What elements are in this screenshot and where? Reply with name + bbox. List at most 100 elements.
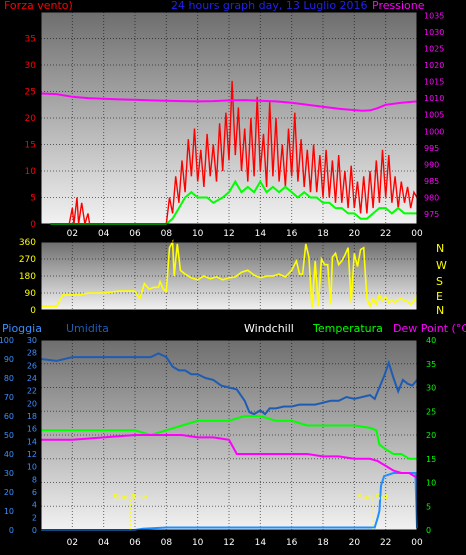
x-tick-label-bottom: 08 — [161, 538, 173, 548]
y-tick-rain: 6 — [32, 488, 37, 497]
x-tick-label-top: 04 — [98, 229, 110, 239]
plot-frame — [40, 11, 418, 225]
y-tick-humidity: 80 — [4, 374, 14, 383]
plot-frame — [40, 241, 418, 311]
plot-frame — [40, 339, 418, 531]
y-tick-humidity: 10 — [4, 507, 14, 516]
wind-speed-line — [50, 80, 418, 225]
x-tick-label-top: 16 — [286, 229, 298, 239]
y-tick-right: 995 — [424, 144, 439, 153]
y-tick-direction: 360 — [19, 238, 36, 248]
sun-marker-label: Sun Set — [358, 493, 389, 502]
y-tick-rain: 0 — [32, 526, 37, 535]
y-tick-temperature: 20 — [426, 431, 436, 440]
x-tick-label-bottom: 10 — [192, 538, 204, 548]
y-tick-rain: 26 — [27, 361, 37, 370]
x-tick-label-top: 12 — [223, 229, 234, 239]
y-tick-temperature: 10 — [426, 479, 436, 488]
chart-title: 24 hours graph day, 13 Luglio 2016 — [171, 0, 368, 12]
x-tick-label-bottom: 16 — [286, 538, 298, 548]
compass-n-top: N — [436, 242, 444, 255]
x-tick-label-top: 00 — [411, 229, 423, 239]
x-tick-label-bottom: 14 — [255, 538, 267, 548]
y-tick-rain: 16 — [27, 425, 37, 434]
x-tick-label: 14 — [255, 231, 267, 241]
y-tick-humidity: 90 — [4, 355, 14, 364]
x-tick-label-top: 20 — [349, 229, 361, 239]
x-tick-label: 02 — [67, 231, 78, 241]
y-tick-right: 985 — [424, 177, 439, 186]
plot-bg-bottom — [41, 340, 417, 530]
y-tick-rain: 2 — [32, 513, 37, 522]
y-tick-rain: 20 — [27, 399, 37, 408]
legend-temperatura: Temperatura — [312, 322, 383, 335]
y-tick-humidity: 60 — [4, 412, 14, 421]
compass-e: E — [436, 290, 443, 303]
y-tick-rain: 28 — [27, 349, 37, 358]
y-tick-right: 1015 — [424, 78, 444, 87]
y-tick-left: 10 — [25, 167, 37, 177]
y-tick-humidity: 50 — [4, 431, 14, 440]
y-tick-temperature: 30 — [426, 384, 436, 393]
y-tick-rain: 22 — [27, 387, 37, 396]
x-tick-label-top: 06 — [129, 229, 141, 239]
legend-windchill: Windchill — [244, 322, 294, 335]
x-tick-label-top: 02 — [67, 229, 78, 239]
y-tick-rain: 4 — [32, 501, 37, 510]
x-tick-label: 04 — [98, 231, 110, 241]
y-tick-rain: 30 — [27, 336, 37, 345]
wind-avg-line — [50, 179, 417, 225]
x-tick-label-bottom: 00 — [411, 538, 423, 548]
y-tick-left: 20 — [25, 114, 37, 124]
x-tick-label-bottom: 12 — [223, 538, 234, 548]
x-tick-label-top: 08 — [161, 229, 173, 239]
y-tick-direction: 90 — [25, 289, 37, 299]
x-tick-label: 20 — [349, 231, 361, 241]
y-tick-temperature: 15 — [426, 455, 436, 464]
y-tick-direction: 180 — [19, 272, 36, 282]
y-tick-temperature: 40 — [426, 336, 436, 345]
y-tick-humidity: 40 — [4, 450, 14, 459]
x-tick-label: 18 — [317, 231, 329, 241]
compass-s: S — [436, 275, 443, 288]
x-tick-label-top: 18 — [317, 229, 329, 239]
y-tick-right: 1035 — [424, 11, 444, 20]
y-tick-right: 975 — [424, 210, 439, 219]
y-tick-rain: 14 — [27, 437, 37, 446]
x-tick-label: 16 — [286, 231, 298, 241]
legend-umidita: Umidita — [66, 322, 109, 335]
sun-marker-label: Sun Rise — [113, 493, 148, 502]
y-tick-humidity: 100 — [0, 336, 14, 345]
y-tick-right: 1010 — [424, 94, 444, 103]
x-tick-label-bottom: 02 — [67, 538, 78, 548]
y-tick-rain: 10 — [27, 463, 37, 472]
y-tick-temperature: 0 — [426, 526, 431, 535]
y-tick-left: 35 — [25, 35, 36, 45]
y-tick-left: 5 — [30, 194, 36, 204]
pressure-line — [40, 92, 418, 112]
y-tick-direction: 270 — [19, 255, 36, 265]
y-tick-direction: 0 — [30, 306, 36, 316]
x-tick-label: 22 — [380, 231, 391, 241]
x-tick-label-bottom: 06 — [129, 538, 141, 548]
x-tick-label-top: 10 — [192, 229, 204, 239]
x-tick-label: 06 — [129, 231, 141, 241]
compass-n-bottom: N — [436, 304, 444, 317]
dewpoint-line — [41, 434, 418, 479]
x-tick-label-bottom: 04 — [98, 538, 110, 548]
y-tick-humidity: 70 — [4, 393, 14, 402]
y-tick-left: 30 — [25, 61, 37, 71]
y-tick-rain: 8 — [32, 475, 37, 484]
y-tick-right: 1000 — [424, 127, 444, 136]
y-tick-right: 990 — [424, 160, 439, 169]
x-tick-label-top: 14 — [255, 229, 267, 239]
x-tick-label: 10 — [192, 231, 204, 241]
x-tick-label-bottom: 20 — [349, 538, 361, 548]
y-tick-humidity: 0 — [9, 526, 14, 535]
x-tick-label-bottom: 22 — [380, 538, 391, 548]
y-tick-rain: 24 — [27, 374, 37, 383]
y-tick-left: 25 — [25, 88, 36, 98]
x-tick-label: 08 — [161, 231, 173, 241]
pressione-label: Pressione — [372, 0, 425, 12]
